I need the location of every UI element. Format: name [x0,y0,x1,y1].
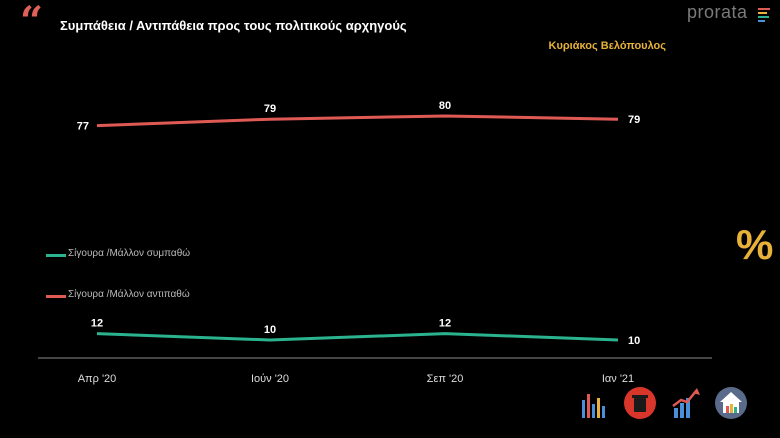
rising-graph-icon[interactable] [669,386,703,420]
x-tick-label: Ιούν '20 [251,373,289,385]
quote-icon: “ [20,0,44,45]
x-tick-label: Ιαν '21 [602,373,634,385]
x-tick-labels: Απρ '20 Ιούν '20 Σεπ '20 Ιαν '21 [78,373,634,385]
x-tick-label: Σεπ '20 [427,373,464,385]
data-label: 10 [628,335,640,347]
series-layer: 77 79 80 79 12 10 12 10 [77,100,641,347]
data-label: 79 [628,114,640,126]
series-line-1 [96,332,619,342]
data-label: 77 [77,121,89,133]
data-label: 10 [264,324,276,336]
chart-subject: Κυριάκος Βελόπουλος [548,40,666,52]
logo-bars-icon [758,8,770,24]
house-chart-icon[interactable] [714,386,748,420]
legend-label-positive: Σίγουρα /Μάλλον συμπαθώ [68,248,191,259]
legend-swatch-negative [46,295,66,298]
trash-can-icon[interactable] [623,386,657,420]
data-label: 80 [439,100,451,112]
data-label: 12 [439,318,451,330]
series-line-0 [96,114,619,128]
percent-icon: % [736,221,774,268]
chart-title: Συμπάθεια / Αντιπάθεια προς τους πολιτικ… [60,18,407,33]
legend-label-negative: Σίγουρα /Μάλλον αντιπαθώ [68,289,190,300]
bottom-icon-bar [578,386,758,422]
bar-chart-icon[interactable] [578,386,612,420]
data-label: 79 [264,103,276,115]
data-label: 12 [91,318,103,330]
legend-swatch-positive [46,254,66,257]
x-tick-label: Απρ '20 [78,373,117,385]
prorata-logo: prorata [687,2,748,22]
